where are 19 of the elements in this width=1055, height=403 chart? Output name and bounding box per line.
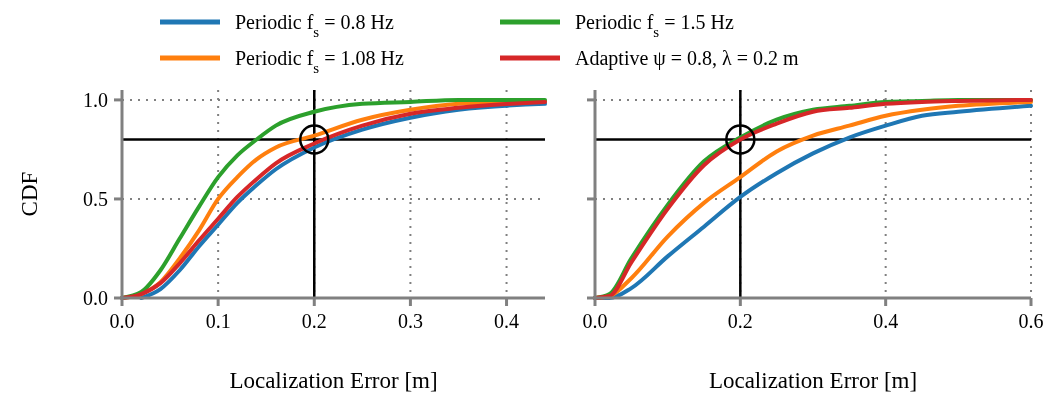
- legend-label: Periodic f$_{s}$ = 1.5 Hz: [575, 11, 734, 40]
- x-tick-label: 0.0: [582, 310, 608, 332]
- x-tick-label: 0.2: [727, 310, 753, 332]
- legend-label: Periodic f$_{s}$ = 0.8 Hz: [235, 11, 394, 40]
- x-tick-label: 0.3: [397, 310, 423, 332]
- y-tick-label: 0.0: [83, 287, 108, 309]
- x-tick-label: 0.6: [1018, 310, 1044, 332]
- x-axis-title: Localization Error [m]: [708, 368, 918, 393]
- legend-label: Adaptive ψ = 0.8, λ = 0.2 m: [575, 47, 800, 70]
- legend-label: Periodic f$_{s}$ = 1.08 Hz: [235, 47, 404, 76]
- y-axis-title: CDF: [17, 171, 42, 217]
- x-tick-label: 0.1: [205, 310, 231, 332]
- x-tick-label: 0.4: [873, 310, 899, 332]
- x-tick-label: 0.0: [109, 310, 135, 332]
- y-tick-label: 1.0: [83, 88, 108, 111]
- x-tick-label: 0.4: [494, 310, 520, 332]
- x-axis-title: Localization Error [m]: [229, 368, 438, 393]
- y-tick-label: 0.5: [83, 187, 108, 210]
- x-tick-label: 0.2: [301, 310, 327, 332]
